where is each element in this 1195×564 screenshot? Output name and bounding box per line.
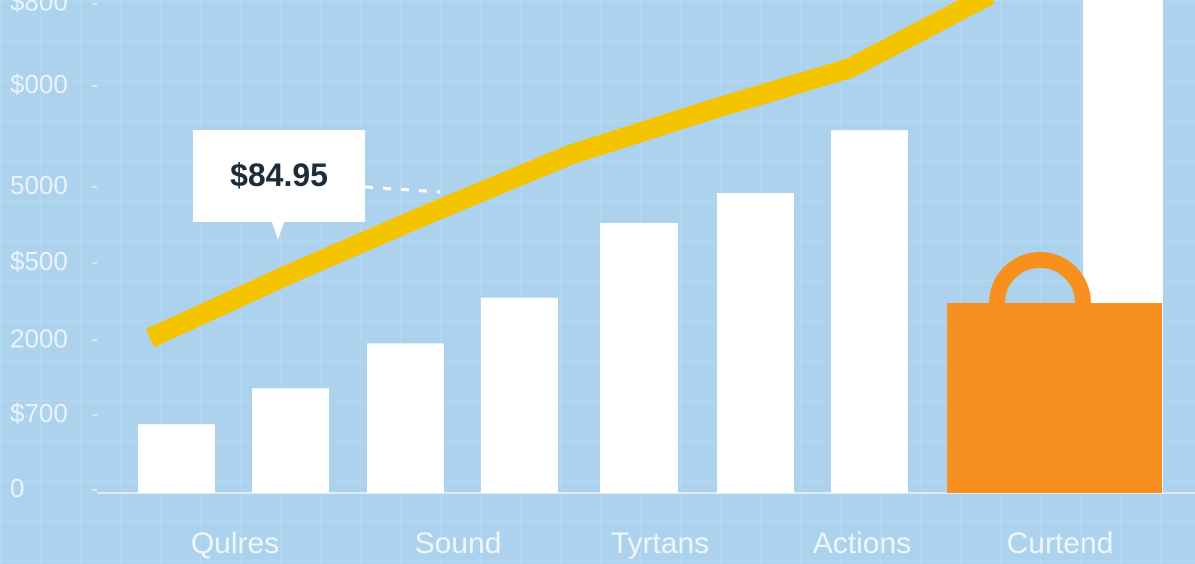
y-tick-label: 2000 — [10, 323, 68, 353]
bar — [717, 193, 794, 493]
x-tick-label: Sound — [415, 527, 502, 560]
bag-handle — [989, 252, 1091, 304]
bar — [252, 388, 329, 493]
y-tick-label: $800 — [10, 0, 68, 17]
callout-box — [193, 130, 365, 240]
x-tick-label: Curtend — [1007, 527, 1114, 560]
bar — [831, 130, 908, 493]
bag — [947, 302, 1162, 493]
bar — [481, 297, 558, 493]
y-tick-label: 0 — [10, 473, 24, 503]
x-tick-label: Actions — [813, 527, 911, 560]
callout-dash — [364, 185, 441, 194]
callout-text: $84.95 — [230, 157, 328, 193]
y-tick-label: 5000 — [10, 170, 68, 200]
y-tick-label: $000 — [10, 69, 68, 99]
bar — [600, 222, 678, 493]
x-tick-label: Qulres — [191, 527, 279, 560]
trend-line — [145, 0, 995, 348]
y-tick-label: $700 — [10, 398, 68, 428]
plot: 0 $700 2000 $500 5000 $000 $800 Qulres Sound Tyrt… — [10, 0, 1195, 560]
bar — [367, 343, 444, 493]
bar — [138, 424, 215, 493]
x-tick-label: Tyrtans — [611, 527, 709, 560]
y-tick-label: $500 — [10, 246, 68, 276]
